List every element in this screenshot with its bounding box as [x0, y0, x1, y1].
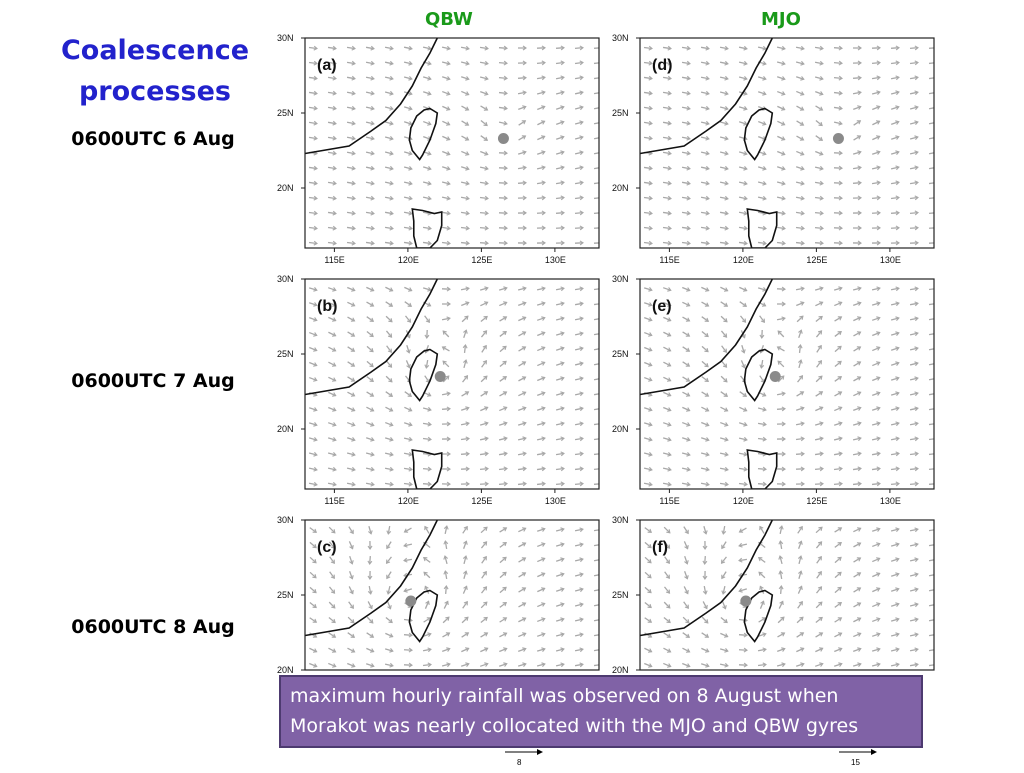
slide-title: Coalescence processes — [55, 30, 255, 112]
lat-tick-label: 20N — [612, 665, 629, 675]
lat-tick-label: 25N — [612, 108, 629, 118]
storm-position-marker — [740, 596, 751, 607]
callout-line-1: maximum hourly rainfall was observed on … — [290, 681, 913, 711]
lat-tick-label: 25N — [277, 349, 294, 359]
rainfall-callout: maximum hourly rainfall was observed on … — [279, 675, 923, 748]
wind-vector — [929, 48, 937, 49]
lat-tick-label: 20N — [612, 424, 629, 434]
storm-position-marker — [405, 596, 416, 607]
wind-vector — [929, 454, 937, 455]
wind-vector — [594, 228, 602, 229]
wind-vector — [929, 198, 937, 199]
lat-tick-label: 30N — [277, 274, 294, 284]
lon-tick-label: 120E — [398, 255, 419, 265]
lon-tick-label: 115E — [324, 496, 344, 506]
lon-tick-label: 115E — [659, 496, 679, 506]
wind-vector — [594, 454, 602, 455]
wind-vector — [929, 63, 937, 64]
wind-vector — [594, 48, 602, 49]
time-label-8-aug: 0600UTC 8 Aug — [58, 616, 248, 638]
panel-label: (a) — [317, 57, 337, 74]
storm-position-marker — [435, 371, 446, 382]
lon-tick-label: 130E — [545, 496, 566, 506]
wind-vector — [594, 198, 602, 199]
wind-vector — [594, 484, 602, 485]
lon-tick-label: 120E — [733, 255, 754, 265]
panel-a: (a) 30N 25N 20N 115E 120E 125E 130E — [271, 30, 605, 270]
callout-line-2: Morakot was nearly collocated with the M… — [290, 711, 913, 741]
panel-c: (c) 30N 25N 20N — [271, 512, 605, 692]
reference-vector-qbw-value: 8 — [517, 758, 522, 767]
time-label-6-aug: 0600UTC 6 Aug — [58, 128, 248, 150]
lon-tick-label: 125E — [806, 496, 827, 506]
wind-vector — [594, 469, 602, 470]
lat-tick-label: 25N — [612, 590, 629, 600]
reference-vector-mjo: 15 — [837, 748, 877, 773]
lon-tick-label: 115E — [324, 255, 344, 265]
wind-vector — [594, 213, 602, 214]
panel-label: (e) — [652, 298, 672, 315]
lat-tick-label: 20N — [277, 183, 294, 193]
column-heading-qbw: QBW — [425, 9, 473, 30]
lat-tick-label: 30N — [612, 33, 629, 43]
wind-vector — [929, 469, 937, 470]
lon-tick-label: 130E — [880, 496, 901, 506]
time-label-7-aug: 0600UTC 7 Aug — [58, 370, 248, 392]
lon-tick-label: 130E — [880, 255, 901, 265]
lat-tick-label: 25N — [277, 108, 294, 118]
lat-tick-label: 20N — [277, 424, 294, 434]
lat-tick-label: 25N — [277, 590, 294, 600]
panel-label: (f) — [652, 539, 668, 556]
lon-tick-label: 125E — [806, 255, 827, 265]
lat-tick-label: 20N — [277, 665, 294, 675]
panel-label: (b) — [317, 298, 337, 315]
panel-e: (e) 30N 25N 20N 115E 120E 125E 130E — [606, 271, 940, 511]
column-heading-mjo: MJO — [761, 9, 801, 30]
panel-d: (d) 30N 25N 20N 115E 120E 125E 130E — [606, 30, 940, 270]
title-line-2: processes — [55, 71, 255, 112]
reference-vector-mjo-value: 15 — [851, 758, 860, 767]
lon-tick-label: 115E — [659, 255, 679, 265]
lat-tick-label: 30N — [277, 33, 294, 43]
storm-position-marker — [770, 371, 781, 382]
lon-tick-label: 125E — [471, 255, 492, 265]
panel-label: (d) — [652, 57, 672, 74]
lon-tick-label: 120E — [733, 496, 754, 506]
storm-position-marker — [833, 133, 844, 144]
wind-vector — [594, 63, 602, 64]
lat-tick-label: 30N — [612, 515, 629, 525]
lat-tick-label: 30N — [277, 515, 294, 525]
lat-tick-label: 20N — [612, 183, 629, 193]
reference-vector-qbw: 8 — [503, 748, 543, 773]
wind-vector — [929, 484, 937, 485]
storm-position-marker — [498, 133, 509, 144]
title-line-1: Coalescence — [55, 30, 255, 71]
panel-f: (f) 30N 25N 20N — [606, 512, 940, 692]
lon-tick-label: 125E — [471, 496, 492, 506]
lat-tick-label: 25N — [612, 349, 629, 359]
lat-tick-label: 30N — [612, 274, 629, 284]
wind-vector — [929, 213, 937, 214]
panel-b: (b) 30N 25N 20N 115E 120E 125E 130E — [271, 271, 605, 511]
lon-tick-label: 120E — [398, 496, 419, 506]
panel-label: (c) — [317, 539, 337, 556]
lon-tick-label: 130E — [545, 255, 566, 265]
wind-vector — [929, 228, 937, 229]
